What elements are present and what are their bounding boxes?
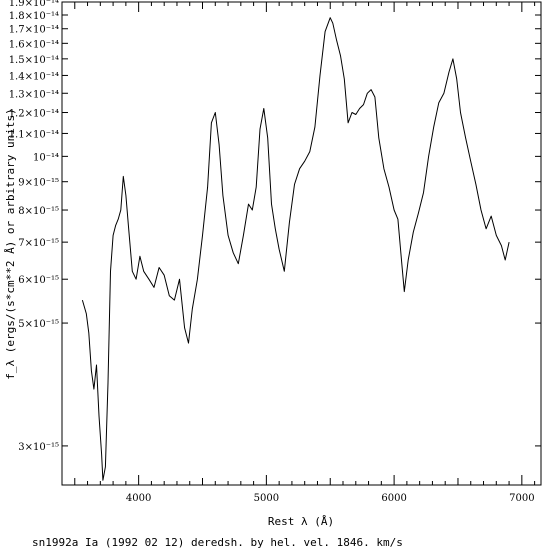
x-tick-label: 7000 — [509, 493, 534, 504]
x-tick-label: 4000 — [126, 493, 151, 504]
y-tick-label: 8×10⁻¹⁵ — [18, 206, 59, 217]
x-axis-ticks: 4000 5000 6000 7000 — [74, 2, 536, 504]
x-tick-label: 5000 — [254, 493, 279, 504]
y-tick-label: 1.7×10⁻¹⁴ — [9, 25, 59, 36]
y-tick-label: 10⁻¹⁴ — [33, 152, 59, 163]
y-tick-label: 1.1×10⁻¹⁴ — [9, 129, 59, 140]
y-tick-label: 1.6×10⁻¹⁴ — [9, 39, 59, 50]
y-tick-label: 3×10⁻¹⁵ — [18, 442, 59, 453]
y-tick-label: 1.2×10⁻¹⁴ — [9, 109, 59, 120]
chart-caption: sn1992a Ia (1992 02 12) deredsh. by hel.… — [32, 536, 403, 548]
y-tick-label: 7×10⁻¹⁵ — [18, 238, 59, 249]
y-tick-label: 1.9×10⁻¹⁴ — [9, 0, 59, 9]
x-tick-label: 6000 — [381, 493, 406, 504]
x-axis-label: Rest λ (Å) — [268, 515, 334, 528]
y-tick-label: 5×10⁻¹⁵ — [18, 319, 59, 330]
y-axis-ticks: 3×10⁻¹⁵ 5×10⁻¹⁵ 6×10⁻¹⁵ 7×10⁻¹⁵ 8×10⁻¹⁵ 9×10⁻… — [9, 0, 541, 453]
series-layer — [81, 17, 510, 481]
y-tick-label: 1.5×10⁻¹⁴ — [9, 55, 59, 66]
y-axis-label: f_λ (ergs/(s*cm**2 Å) or arbitrary units… — [4, 108, 17, 380]
y-tick-label: 9×10⁻¹⁵ — [18, 178, 59, 189]
y-tick-label: 1.4×10⁻¹⁴ — [9, 71, 59, 82]
plot-frame — [61, 1, 542, 486]
y-tick-label: 1.8×10⁻¹⁴ — [9, 11, 59, 22]
y-tick-label: 6×10⁻¹⁵ — [18, 275, 59, 286]
spectrum-series-line — [81, 17, 510, 481]
y-tick-label: 1.3×10⁻¹⁴ — [9, 89, 59, 100]
